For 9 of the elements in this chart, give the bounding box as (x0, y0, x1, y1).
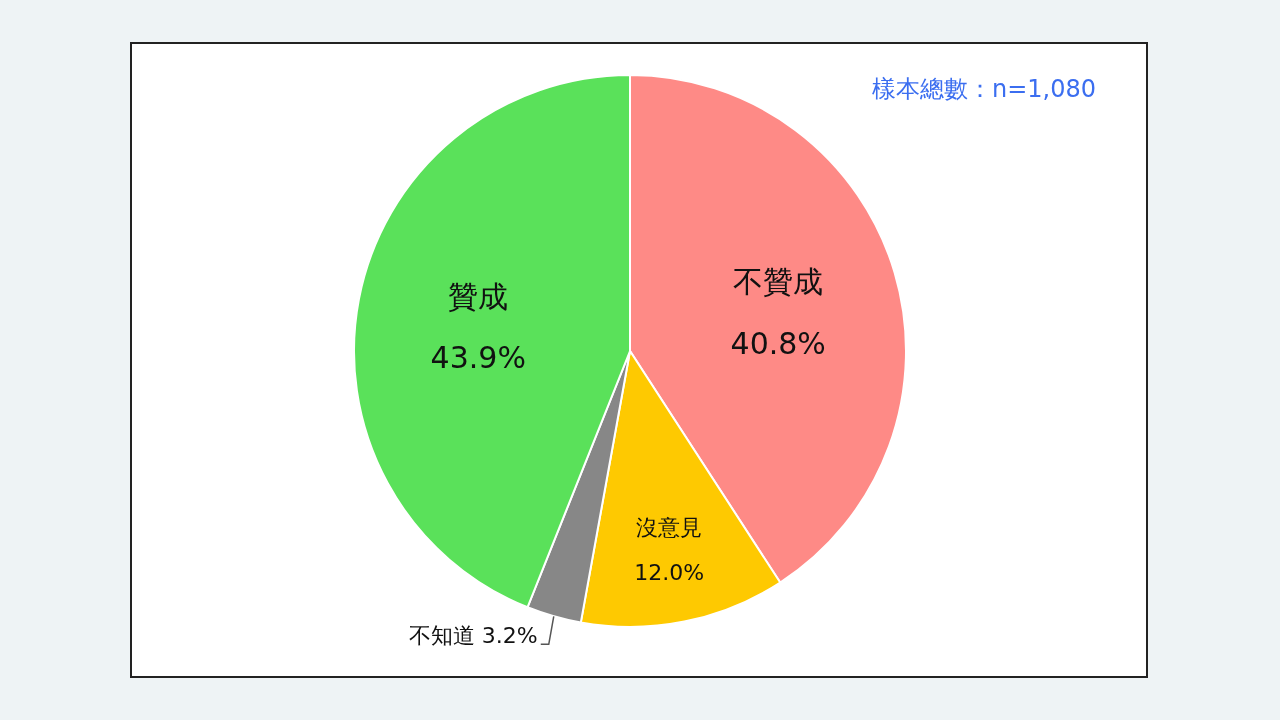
data-label: 12.0% (634, 559, 705, 585)
slice-label: 贊成 (448, 278, 509, 314)
slice-label: 沒意見 (636, 514, 703, 540)
data-label: 3.2% (481, 623, 538, 649)
data-label: 43.9% (430, 340, 526, 376)
slice-label: 不贊成 (733, 264, 824, 300)
slice-label: 不知道 (408, 623, 475, 649)
data-label: 40.8% (730, 325, 826, 361)
text: 樣本總數：n=1,080 (871, 75, 1096, 103)
